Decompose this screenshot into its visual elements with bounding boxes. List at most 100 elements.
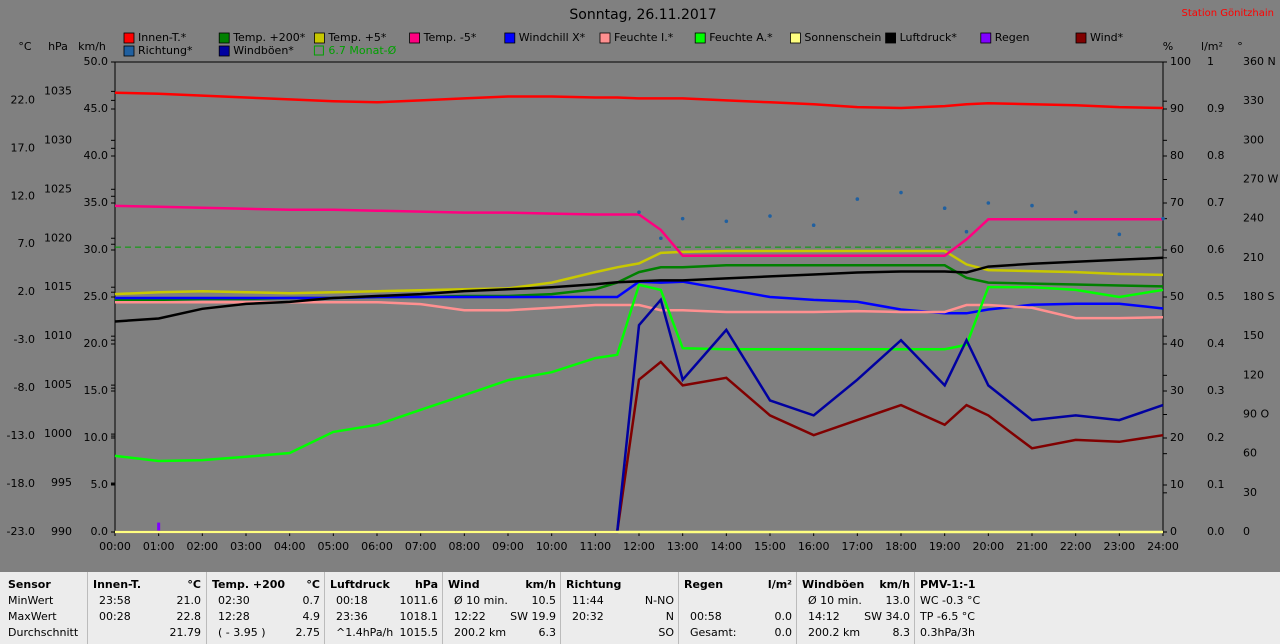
column-separator <box>324 572 325 644</box>
y-tick-label: -8.0 <box>14 381 35 394</box>
table-cell: 6.3 <box>538 626 557 639</box>
table-cell: 23:36 <box>336 610 368 623</box>
y-tick-label: 1025 <box>44 182 72 195</box>
legend-swatch <box>123 32 135 44</box>
table-cell: 200.2 km <box>808 626 861 639</box>
legend-swatch <box>313 45 324 56</box>
y-tick-label: 1015 <box>44 280 72 293</box>
table-cell: TP -6.5 °C <box>920 610 975 623</box>
series-line <box>115 300 1164 320</box>
x-tick-label: 13:00 <box>667 540 699 553</box>
x-tick-label: 19:00 <box>929 540 961 553</box>
y-tick-label: 360 N <box>1243 55 1276 68</box>
y-tick-label: 50 <box>1170 290 1184 303</box>
y-tick-label: 30 <box>1243 486 1257 499</box>
legend-swatch <box>694 32 706 44</box>
y-tick-label: 995 <box>51 476 72 489</box>
x-tick-label: 24:00 <box>1147 540 1179 553</box>
legend-swatch <box>123 45 135 57</box>
direction-dot <box>659 236 663 241</box>
y-tick-label: 90 <box>1170 102 1184 115</box>
direction-dot <box>680 216 685 221</box>
legend-swatch <box>409 32 421 44</box>
direction-dot <box>899 190 903 195</box>
x-tick-label: 23:00 <box>1103 540 1135 553</box>
table-header: km/h <box>525 578 556 591</box>
table-cell: 00:28 <box>99 610 131 623</box>
x-tick-label: 08:00 <box>448 540 480 553</box>
column-separator <box>87 572 88 644</box>
table-cell: WC -0.3 °C <box>920 594 981 607</box>
legend-swatch <box>885 32 896 44</box>
y-tick-label: 0.8 <box>1207 149 1225 162</box>
y-tick-label: 0.7 <box>1207 196 1225 209</box>
y-tick-label: 1005 <box>44 378 72 391</box>
legend-swatch <box>504 32 516 44</box>
table-cell: 2.75 <box>295 626 321 639</box>
column-separator <box>206 572 207 644</box>
y-tick-label: 0.1 <box>1207 478 1225 491</box>
direction-dot <box>724 219 729 224</box>
table-cell: 11:44 <box>572 594 604 607</box>
table-cell: 0.0 <box>774 626 793 639</box>
table-cell: 1011.6 <box>399 594 439 607</box>
legend-swatch <box>218 32 230 44</box>
y-tick-label: 0.0 <box>1207 525 1225 538</box>
x-tick-label: 21:00 <box>1016 540 1048 553</box>
table-header: Wind <box>448 578 480 591</box>
x-tick-label: 02:00 <box>186 540 218 553</box>
y-tick-label: -23.0 <box>7 525 35 538</box>
table-cell: 21.79 <box>169 626 202 639</box>
y-tick-label: 12.0 <box>11 189 36 202</box>
table-cell: 12:22 <box>454 610 486 623</box>
legend-swatch <box>790 32 801 44</box>
x-tick-label: 18:00 <box>885 540 917 553</box>
y-tick-label: 1 <box>1207 55 1214 68</box>
x-tick-label: 14:00 <box>710 540 742 553</box>
table-cell: 12:28 <box>218 610 250 623</box>
table-cell: 4.9 <box>302 610 321 623</box>
table-header: Richtung <box>566 578 622 591</box>
y-tick-label: 30.0 <box>84 243 109 256</box>
table-cell: SW 34.0 <box>864 610 910 623</box>
y-tick-label: 5.0 <box>91 478 109 491</box>
table-cell: 0.7 <box>302 594 321 607</box>
x-tick-label: 00:00 <box>99 540 131 553</box>
legend-label: Temp. +5* <box>327 31 387 44</box>
legend-label: Richtung* <box>138 44 193 57</box>
table-cell: SO <box>658 626 674 639</box>
direction-dot <box>811 223 816 227</box>
table-cell: 14:12 <box>808 610 840 623</box>
rain-bar <box>157 522 161 532</box>
legend-swatch <box>980 32 992 44</box>
x-tick-label: 09:00 <box>492 540 524 553</box>
direction-dot <box>942 206 947 211</box>
y-tick-label: 1030 <box>44 133 72 146</box>
series-line <box>114 204 1163 258</box>
series-line <box>115 280 1164 315</box>
station-name: Station Gönitzhain <box>1182 8 1274 19</box>
x-tick-label: 20:00 <box>972 540 1004 553</box>
table-header: °C <box>306 578 320 591</box>
table-cell: SW 19.9 <box>510 610 556 623</box>
table-cell: Gesamt: <box>690 626 737 639</box>
direction-dot <box>637 210 641 214</box>
y-tick-label: 0 <box>1170 525 1177 538</box>
y-tick-label: 60 <box>1170 243 1184 256</box>
legend-label: 6.7 Monat-Ø <box>328 44 396 57</box>
table-cell: 200.2 km <box>454 626 507 639</box>
y-tick-label: 17.0 <box>11 141 36 154</box>
y-tick-label: 35.0 <box>84 196 109 209</box>
table-cell: 22.8 <box>176 610 202 623</box>
axis-unit: % <box>1163 40 1173 53</box>
y-tick-label: 25.0 <box>84 290 109 303</box>
direction-dot <box>1030 203 1034 208</box>
legend-swatch <box>599 32 611 44</box>
legend-label: Feuchte A.* <box>709 31 773 44</box>
table-cell: N-NO <box>644 594 674 607</box>
y-tick-label: 1020 <box>44 231 72 244</box>
stats-table: Sensor MinWert MaxWert Durchschnitt Innen-T.… <box>0 572 1280 644</box>
table-cell: 20:32 <box>572 610 604 623</box>
table-cell: ^1.4hPa/h <box>336 626 394 639</box>
